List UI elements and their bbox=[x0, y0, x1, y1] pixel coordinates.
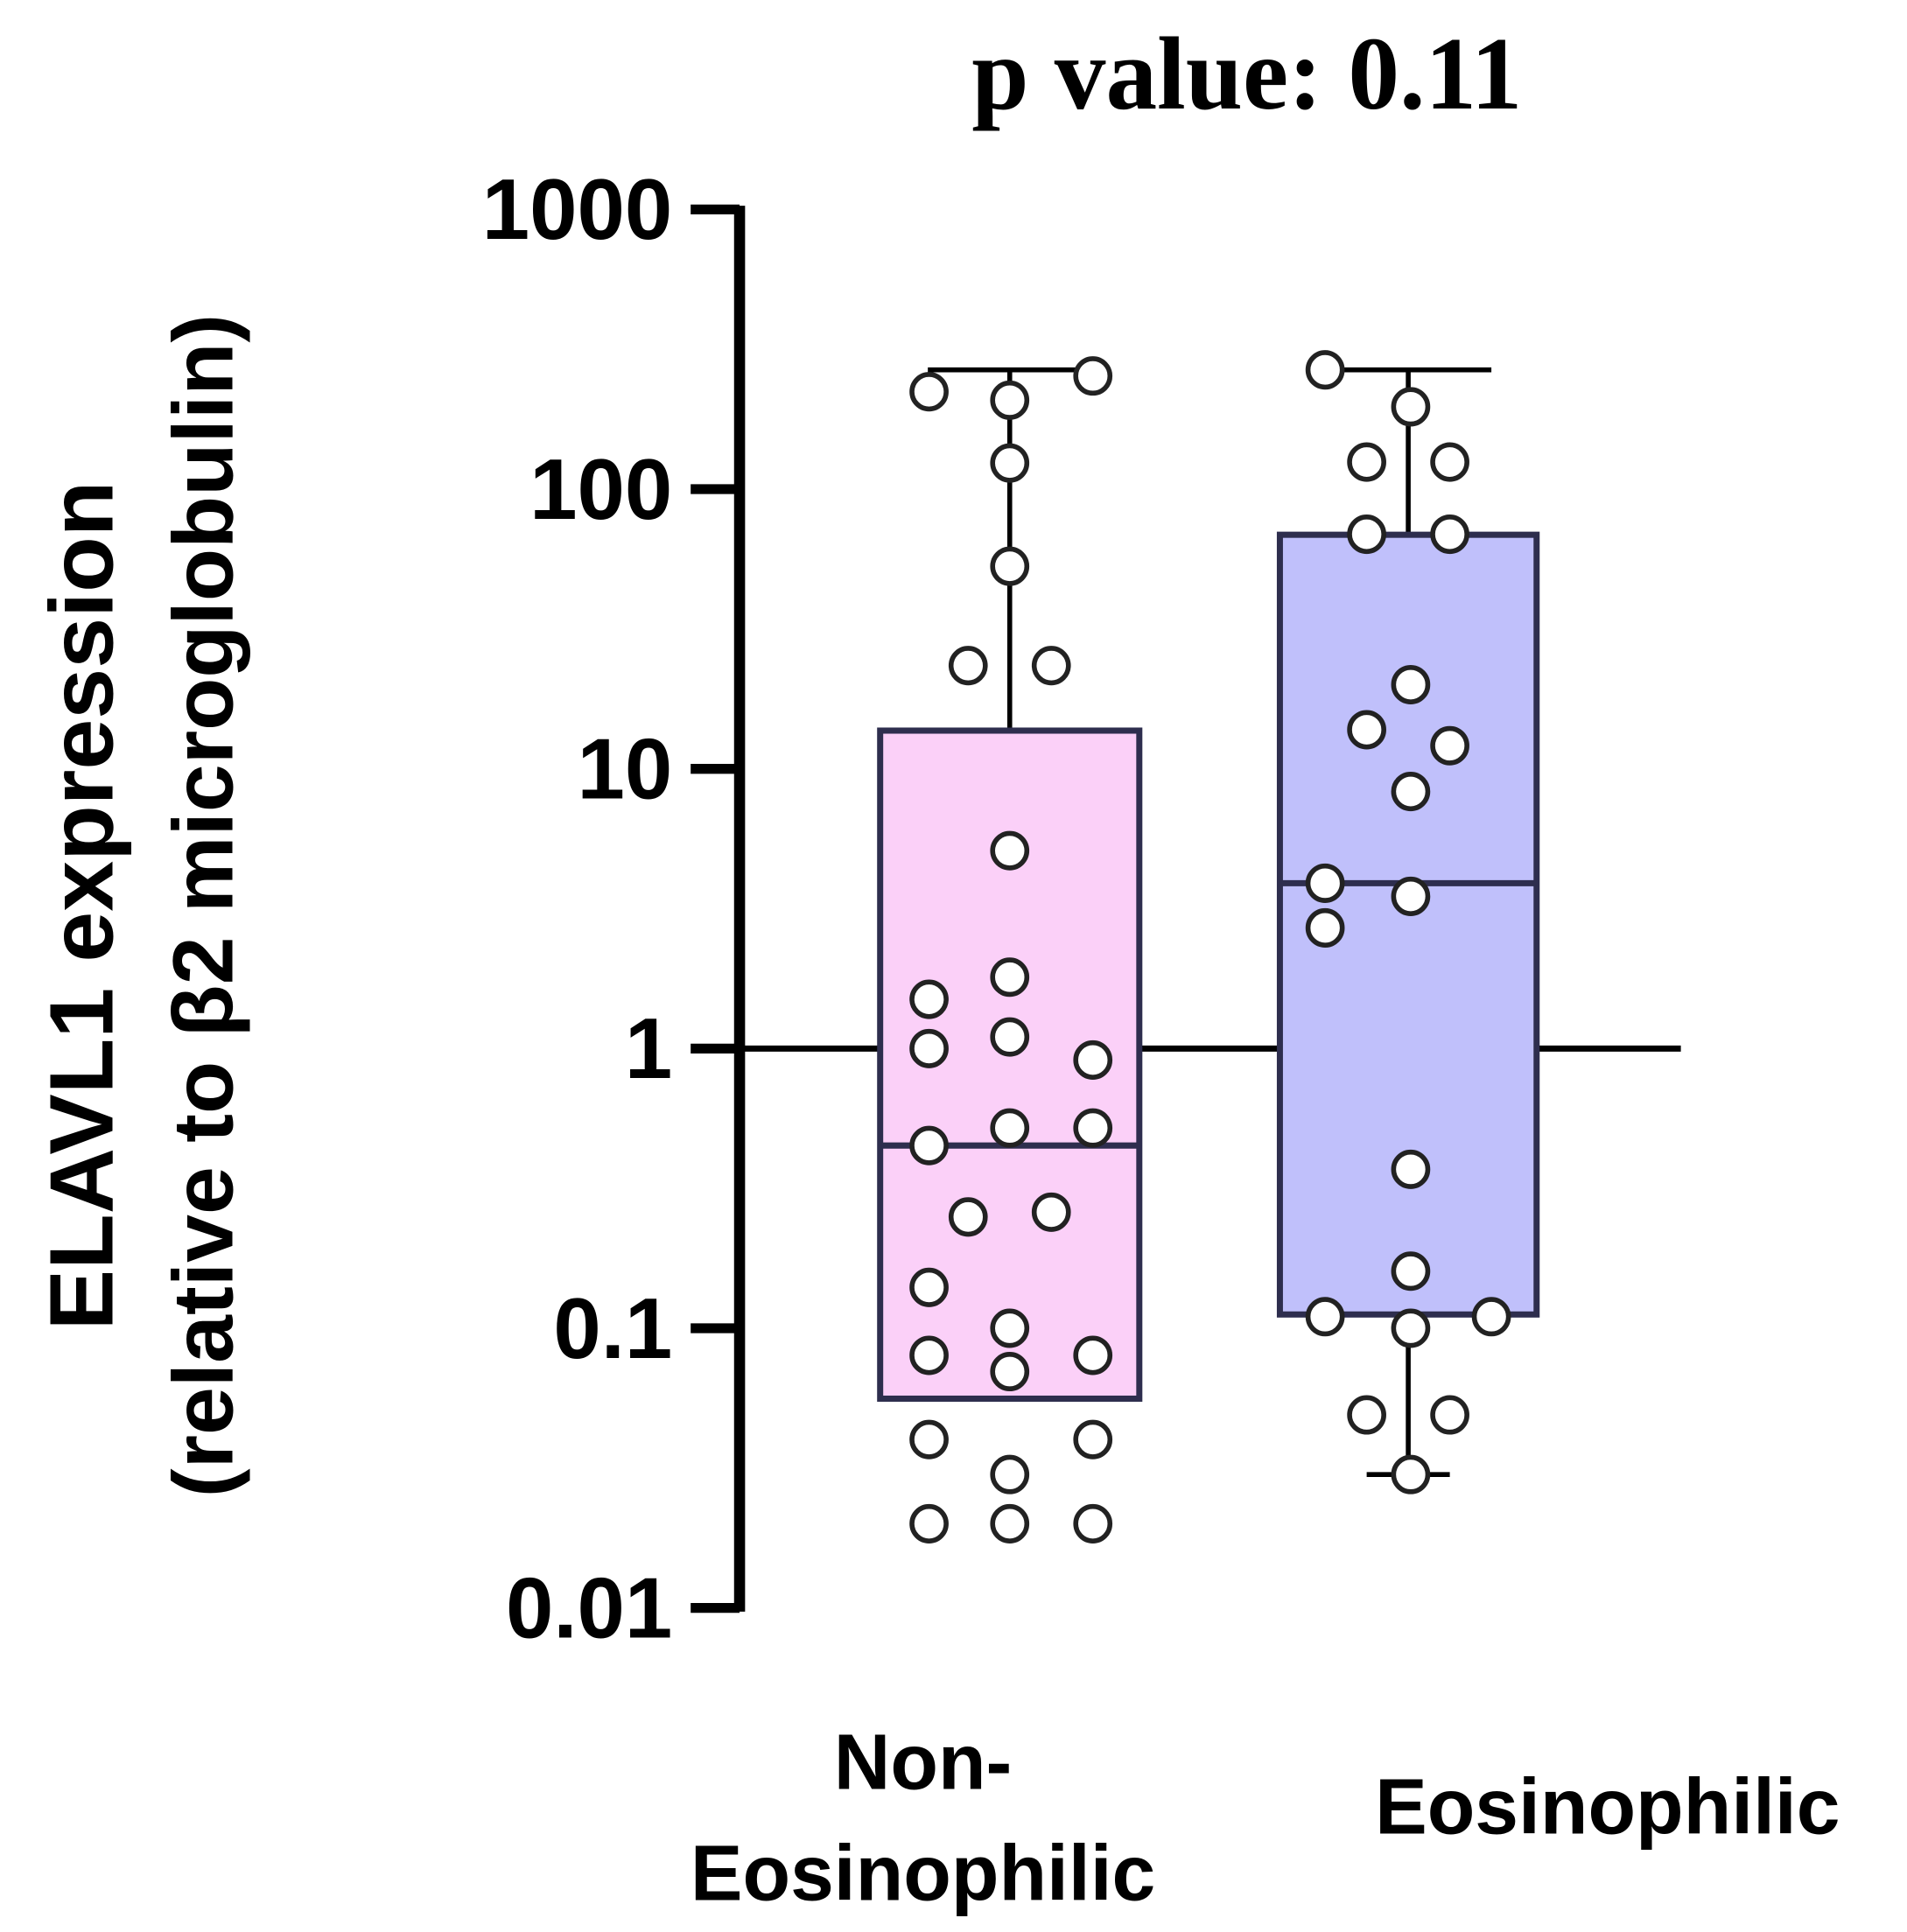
data-point bbox=[990, 957, 1030, 998]
data-point bbox=[1391, 1251, 1431, 1292]
data-point bbox=[1305, 907, 1345, 948]
data-point bbox=[1031, 646, 1071, 686]
data-point bbox=[948, 646, 988, 686]
data-point bbox=[948, 1197, 988, 1237]
data-point bbox=[1073, 1503, 1113, 1544]
data-point bbox=[990, 443, 1030, 483]
data-point bbox=[1391, 1454, 1431, 1494]
data-point bbox=[1305, 1297, 1345, 1337]
data-point bbox=[909, 1125, 949, 1166]
data-point bbox=[909, 1335, 949, 1376]
data-point bbox=[1073, 1335, 1113, 1376]
y-tick-label: 1 bbox=[625, 1000, 672, 1096]
x-tick-label: Eosinophilic bbox=[1375, 1763, 1840, 1851]
data-point bbox=[1347, 514, 1386, 555]
data-point bbox=[1430, 514, 1469, 555]
x-tick-label: Non-Eosinophilic bbox=[691, 1718, 1155, 1917]
data-point bbox=[909, 1503, 949, 1544]
data-point bbox=[1391, 1308, 1431, 1348]
data-point bbox=[1430, 1395, 1469, 1435]
data-point bbox=[990, 1454, 1030, 1494]
data-point bbox=[1391, 876, 1431, 916]
y-tick-label: 10 bbox=[577, 720, 672, 816]
data-point bbox=[990, 1108, 1030, 1148]
data-point bbox=[990, 830, 1030, 871]
data-point bbox=[1391, 772, 1431, 812]
y-tick-label: 1000 bbox=[482, 161, 672, 257]
data-point bbox=[909, 979, 949, 1019]
chart-title: p value: 0.11 bbox=[971, 17, 1522, 131]
y-tick-label: 100 bbox=[529, 440, 672, 536]
data-point bbox=[990, 380, 1030, 420]
data-point bbox=[909, 1267, 949, 1307]
data-point bbox=[1430, 725, 1469, 766]
data-point bbox=[909, 1028, 949, 1068]
data-point bbox=[1391, 664, 1431, 704]
data-point bbox=[1391, 1149, 1431, 1189]
data-point bbox=[990, 1308, 1030, 1348]
data-point bbox=[990, 546, 1030, 586]
data-point bbox=[909, 1419, 949, 1460]
data-point bbox=[1471, 1297, 1511, 1337]
data-point bbox=[1391, 387, 1431, 427]
data-point bbox=[1305, 863, 1345, 903]
data-point bbox=[909, 372, 949, 412]
data-point bbox=[1073, 1419, 1113, 1460]
data-point bbox=[1073, 356, 1113, 396]
data-point bbox=[990, 1351, 1030, 1392]
data-point bbox=[1347, 1395, 1386, 1435]
y-axis-label: ELAVL1 expression bbox=[31, 481, 132, 1331]
data-point bbox=[1347, 710, 1386, 750]
data-point bbox=[1031, 1192, 1071, 1232]
data-point bbox=[990, 1017, 1030, 1057]
data-point bbox=[1305, 350, 1345, 390]
data-point bbox=[1347, 442, 1386, 482]
data-point bbox=[1073, 1040, 1113, 1080]
data-point bbox=[1430, 442, 1469, 482]
y-tick-label: 0.01 bbox=[506, 1559, 672, 1656]
data-point bbox=[1073, 1108, 1113, 1148]
y-tick-label: 0.1 bbox=[553, 1279, 672, 1376]
data-point bbox=[990, 1503, 1030, 1544]
y-axis-label: (relative to β2 microglobulin) bbox=[155, 314, 251, 1497]
